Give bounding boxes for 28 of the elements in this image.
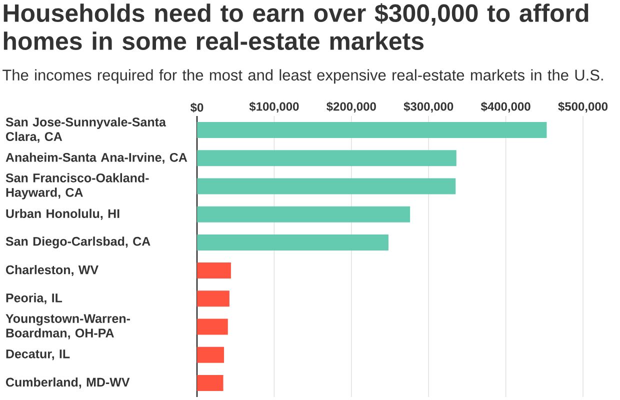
x-tick-label: $0 (190, 102, 204, 112)
bar (197, 234, 388, 250)
bar (197, 262, 231, 279)
bar (197, 346, 224, 363)
x-tick-label: $300,000 (404, 102, 454, 112)
y-tick-label: Charleston, WV (6, 265, 98, 276)
bar (197, 318, 228, 335)
bar (197, 374, 224, 391)
x-tick-label: $400,000 (480, 102, 530, 112)
y-tick-label: Cumberland, MD-WV (6, 377, 130, 388)
y-tick-label: Youngstown-Warren-Boardman, OH-PA (6, 314, 130, 340)
x-tick-label: $100,000 (249, 102, 299, 112)
y-tick-label: Decatur, IL (6, 350, 70, 360)
bar (197, 150, 456, 166)
y-tick-label: San Diego-Carlsbad, CA (6, 236, 150, 248)
x-tick-label: $200,000 (326, 102, 376, 112)
chart-title: Households need to earn over $300,000 to afford homes in some real-estate markets (4, 3, 588, 50)
y-tick-label: Peoria, IL (6, 293, 62, 304)
bar (197, 290, 230, 307)
bar (197, 122, 547, 138)
y-tick-label: San Francisco-Oakland-Hayward, CA (6, 173, 149, 200)
y-tick-label: Anaheim-Santa Ana-Irvine, CA (6, 152, 188, 164)
y-tick-label: San Jose-Sunnyvale-Santa Clara, CA (6, 117, 166, 143)
bar (197, 178, 456, 194)
x-tick-label: $500,000 (558, 102, 608, 112)
chart-subtitle: The incomes required for the most and least expensive real-estate markets in the U.S. (2, 69, 603, 84)
bar (197, 206, 410, 222)
y-tick-label: Urban Honolulu, HI (6, 208, 120, 220)
